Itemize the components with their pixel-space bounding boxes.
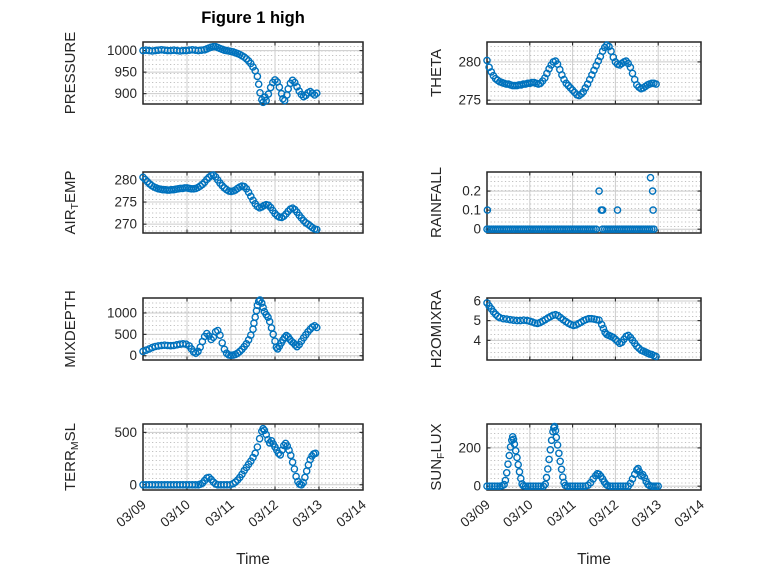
- axis-ticks: [142, 424, 364, 490]
- y-axis-label-air_temp: AIRTEMP: [62, 171, 81, 235]
- minor-grid: [488, 173, 700, 232]
- y-tick-label: 0: [473, 222, 481, 237]
- y-tick-label: 0: [129, 477, 137, 492]
- subplot-pressure: 900 950 1000 PRESSURE: [62, 32, 364, 115]
- x-tick-label: 03/09: [457, 497, 493, 530]
- y-tick-label: 500: [114, 425, 137, 440]
- subplot-rainfall: 0 0.1 0.2 RAINFALL: [428, 167, 702, 238]
- x-tick-label: 03/11: [544, 497, 579, 530]
- axes-box: [142, 41, 364, 105]
- data-points: [483, 299, 660, 361]
- y-tick-label: 900: [114, 86, 137, 101]
- y-tick-label: 200: [458, 440, 481, 455]
- y-tick-label: 270: [114, 217, 137, 232]
- minor-grid: [488, 299, 700, 359]
- major-grid: [142, 172, 364, 233]
- axis-ticks: [142, 42, 364, 104]
- data-points: [139, 296, 321, 360]
- subplot-mixdepth: 0 500 1000 MIXDEPTH: [62, 290, 364, 368]
- minor-grid: [144, 425, 362, 489]
- subplot-sun_flux: 0 200 SUNFLUX 03/09 03/10 03/11 03/12 03/13 03/1…: [428, 422, 707, 531]
- y-tick-label: 0: [473, 479, 481, 494]
- minor-grid: [144, 299, 362, 359]
- x-tick-label: 03/11: [202, 497, 237, 530]
- y-tick-label: 6: [473, 293, 481, 308]
- y-tick-label: 0: [129, 348, 137, 363]
- x-tick-label: 03/10: [157, 497, 193, 530]
- data-points: [139, 42, 321, 107]
- y-axis-label-pressure: PRESSURE: [62, 32, 79, 115]
- x-tick-label: 03/14: [671, 497, 707, 531]
- subplot-terr_msl: 0 500 TERRMSL 03/09 03/10 03/11 03/12 03/13 03/1…: [62, 423, 369, 530]
- subplot-air_temp: 270 275 280 AIRTEMP: [62, 171, 364, 235]
- figure-title: Figure 1 high: [201, 9, 305, 27]
- axes-box: [486, 41, 702, 105]
- y-axis-label-theta: THETA: [428, 49, 445, 97]
- data-points: [483, 173, 658, 233]
- axis-ticks: [142, 298, 364, 360]
- y-tick-label: 0.1: [462, 203, 481, 218]
- data-points: [483, 41, 660, 100]
- subplot-h2omixra: 4 5 6 H2OMIXRA: [428, 290, 702, 368]
- x-tick-label: 03/10: [500, 497, 536, 530]
- x-tick-label: 03/13: [289, 497, 325, 530]
- x-tick-label: 03/13: [629, 497, 665, 530]
- y-tick-label: 0.2: [462, 184, 481, 199]
- y-tick-label: 275: [458, 93, 481, 108]
- y-tick-label: 5: [473, 313, 481, 328]
- y-tick-label: 950: [114, 65, 137, 80]
- axes-box: [142, 297, 364, 361]
- axes-box: [486, 423, 702, 491]
- subplot-theta: 275 280 THETA: [428, 41, 702, 108]
- x-tick-label: 03/12: [586, 497, 622, 530]
- data-points: [139, 424, 320, 489]
- x-axis-label-right: Time: [577, 551, 611, 568]
- y-axis-label-terr_msl: TERRMSL: [62, 423, 81, 491]
- y-tick-label: 500: [114, 327, 137, 342]
- data-points: [483, 422, 663, 491]
- x-tick-label: 03/12: [245, 497, 281, 530]
- y-tick-label: 280: [458, 54, 481, 69]
- y-axis-label-sun_flux: SUNFLUX: [428, 423, 447, 490]
- y-axis-label-h2omixra: H2OMIXRA: [428, 290, 445, 368]
- y-tick-label: 1000: [107, 305, 137, 320]
- data-points: [139, 171, 321, 234]
- axes-box: [486, 297, 702, 361]
- y-tick-label: 275: [114, 195, 137, 210]
- axes-box: [486, 171, 702, 234]
- y-tick-label: 4: [473, 333, 481, 348]
- x-tick-label: 03/14: [333, 497, 369, 531]
- y-axis-label-rainfall: RAINFALL: [428, 167, 445, 238]
- y-tick-label: 280: [114, 172, 137, 187]
- x-tick-label: 03/09: [113, 497, 149, 530]
- y-axis-label-mixdepth: MIXDEPTH: [62, 290, 79, 368]
- y-tick-label: 1000: [107, 43, 137, 58]
- x-axis-label-left: Time: [236, 551, 270, 568]
- axes-box: [142, 423, 364, 491]
